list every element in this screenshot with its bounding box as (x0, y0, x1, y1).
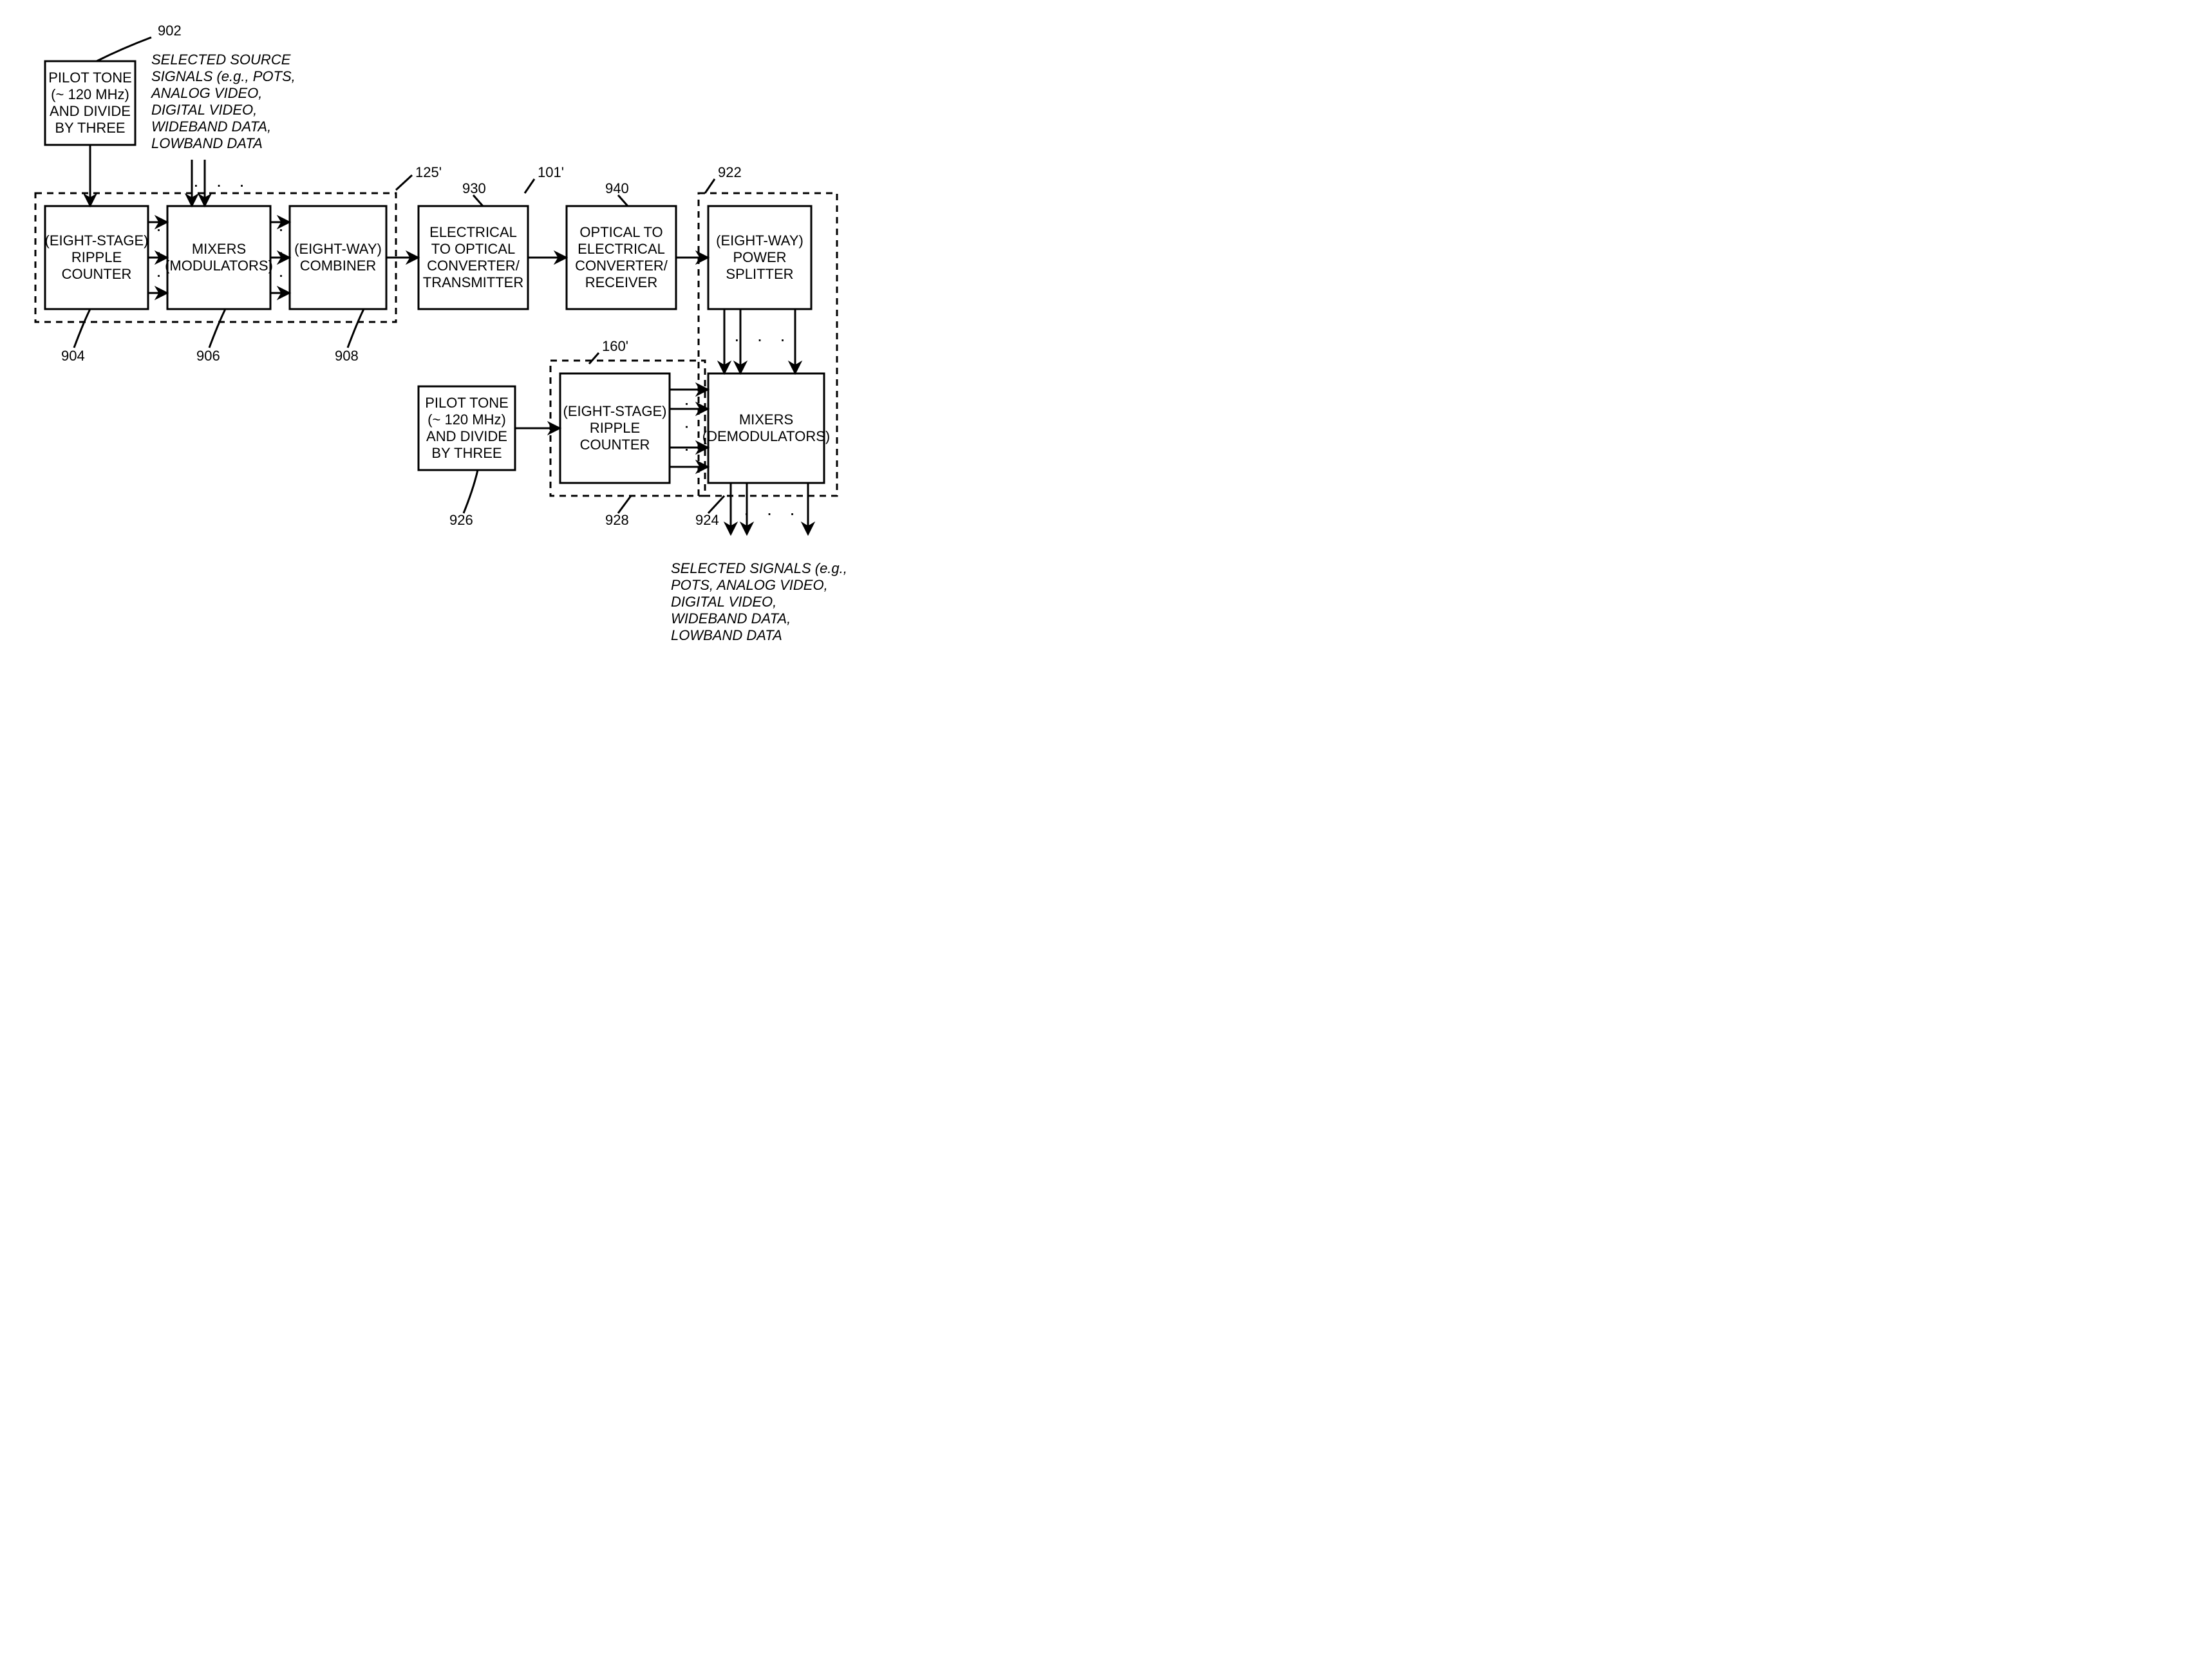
ref-922: 922 (718, 164, 742, 180)
ref-902: 902 (158, 23, 182, 39)
leader-928 (618, 496, 631, 513)
ref-924: 924 (695, 512, 719, 528)
svg-text:. . .: . . . (194, 171, 251, 191)
leader-902 (97, 37, 151, 61)
italic-source_signals: SELECTED SOURCESIGNALS (e.g., POTS,ANALO… (150, 52, 296, 151)
ref-930: 930 (462, 180, 486, 196)
ref-928: 928 (605, 512, 629, 528)
ref-160': 160' (602, 338, 628, 354)
svg-text:. . .: . . . (154, 228, 174, 285)
leader-926 (464, 470, 478, 513)
svg-text:. . .: . . . (735, 325, 792, 345)
leader-940 (618, 195, 628, 206)
block-label-pilot_bot: PILOT TONE(~ 120 MHz)AND DIVIDEBY THREE (425, 395, 509, 461)
italic-selected_signals: SELECTED SIGNALS (e.g.,POTS, ANALOG VIDE… (671, 560, 847, 643)
leader-125' (396, 175, 412, 190)
ref-125': 125' (415, 164, 442, 180)
ref-940: 940 (605, 180, 629, 196)
leader-101' (525, 179, 534, 193)
leader-922 (705, 179, 715, 193)
ref-926: 926 (449, 512, 473, 528)
block-label-oe_rx: OPTICAL TOELECTRICALCONVERTER/RECEIVER (575, 224, 668, 290)
svg-text:. . .: . . . (682, 402, 702, 459)
ref-101': 101' (538, 164, 564, 180)
svg-text:. . .: . . . (276, 228, 296, 285)
leader-924 (708, 496, 724, 513)
leader-160' (589, 353, 599, 364)
ref-906: 906 (196, 348, 220, 364)
ref-904: 904 (61, 348, 85, 364)
block-label-pilot_top: PILOT TONE(~ 120 MHz)AND DIVIDEBY THREE (48, 70, 132, 136)
leader-908 (348, 309, 364, 348)
svg-text:. . .: . . . (744, 499, 802, 519)
leader-930 (473, 195, 483, 206)
ref-908: 908 (335, 348, 359, 364)
leader-906 (209, 309, 225, 348)
leader-904 (74, 309, 90, 348)
block-label-eo_tx: ELECTRICALTO OPTICALCONVERTER/TRANSMITTE… (423, 224, 523, 290)
block-label-combiner: (EIGHT-WAY)COMBINER (294, 241, 382, 274)
